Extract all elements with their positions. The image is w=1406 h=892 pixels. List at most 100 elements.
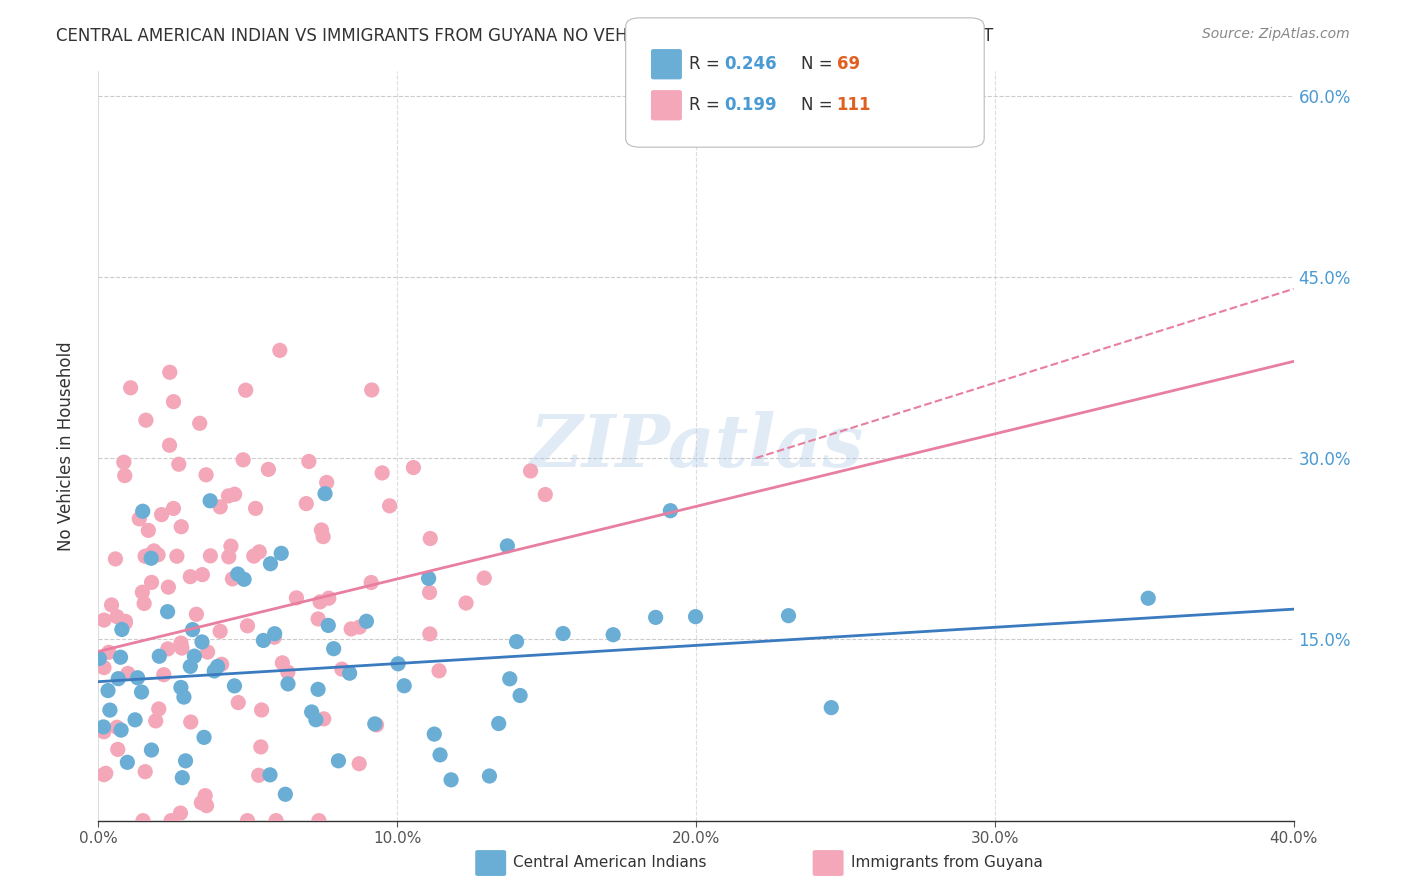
Point bbox=[349, 620, 371, 634]
Point bbox=[315, 475, 337, 490]
Point bbox=[312, 530, 335, 544]
Point bbox=[419, 585, 441, 599]
Point bbox=[104, 552, 127, 566]
Point bbox=[181, 623, 204, 637]
Point bbox=[270, 546, 292, 560]
Text: 0.199: 0.199 bbox=[724, 96, 776, 114]
Text: ZIPatlas: ZIPatlas bbox=[529, 410, 863, 482]
Point bbox=[141, 743, 163, 757]
Point bbox=[295, 497, 318, 511]
Text: 0.246: 0.246 bbox=[724, 55, 776, 73]
Point bbox=[685, 609, 707, 624]
Point bbox=[232, 452, 254, 467]
Point bbox=[519, 464, 541, 478]
Point bbox=[226, 696, 249, 710]
Point bbox=[170, 681, 193, 695]
Point bbox=[194, 789, 217, 803]
Point bbox=[100, 598, 122, 612]
Point bbox=[259, 557, 281, 571]
Point bbox=[190, 796, 212, 810]
Text: Source: ZipAtlas.com: Source: ZipAtlas.com bbox=[1202, 27, 1350, 41]
Point bbox=[146, 548, 169, 562]
Point bbox=[114, 468, 136, 483]
Point bbox=[136, 524, 159, 538]
Text: N =: N = bbox=[801, 55, 838, 73]
Point bbox=[131, 585, 153, 599]
Point bbox=[472, 571, 495, 585]
Point bbox=[152, 667, 174, 681]
Point bbox=[224, 679, 246, 693]
Point bbox=[218, 549, 240, 564]
Point bbox=[134, 597, 156, 611]
Point bbox=[124, 713, 146, 727]
Point bbox=[274, 787, 297, 801]
Point bbox=[366, 718, 388, 732]
Point bbox=[134, 764, 156, 779]
Point bbox=[112, 455, 135, 469]
Point bbox=[236, 814, 259, 828]
Point bbox=[285, 591, 308, 605]
Text: CENTRAL AMERICAN INDIAN VS IMMIGRANTS FROM GUYANA NO VEHICLES IN HOUSEHOLD CORRE: CENTRAL AMERICAN INDIAN VS IMMIGRANTS FR… bbox=[56, 27, 994, 45]
Point bbox=[150, 508, 173, 522]
Point bbox=[233, 572, 256, 586]
Point bbox=[356, 615, 378, 629]
Point bbox=[347, 756, 370, 771]
Point bbox=[269, 343, 291, 358]
Point bbox=[145, 714, 167, 728]
Point bbox=[157, 580, 180, 594]
Point bbox=[170, 519, 193, 533]
Point bbox=[191, 635, 214, 649]
Point bbox=[305, 713, 328, 727]
Point bbox=[419, 627, 441, 641]
Point bbox=[191, 567, 214, 582]
Point bbox=[180, 714, 202, 729]
Point bbox=[173, 690, 195, 704]
Point bbox=[419, 532, 441, 546]
Point bbox=[322, 641, 344, 656]
Point bbox=[454, 596, 477, 610]
Point bbox=[169, 806, 191, 821]
Point bbox=[188, 417, 211, 431]
Text: N =: N = bbox=[801, 96, 838, 114]
Point bbox=[378, 499, 401, 513]
Point bbox=[308, 814, 330, 828]
Text: R =: R = bbox=[689, 96, 725, 114]
Point bbox=[128, 512, 150, 526]
Point bbox=[193, 731, 215, 745]
Text: 69: 69 bbox=[837, 55, 859, 73]
Point bbox=[307, 612, 329, 626]
Point bbox=[195, 798, 218, 813]
Point bbox=[117, 756, 139, 770]
Point bbox=[402, 460, 425, 475]
Point bbox=[277, 665, 299, 680]
Point bbox=[111, 623, 134, 637]
Point bbox=[250, 703, 273, 717]
Point bbox=[250, 739, 273, 754]
Point bbox=[156, 641, 179, 656]
Point bbox=[197, 645, 219, 659]
Point bbox=[387, 657, 409, 671]
Point bbox=[179, 569, 201, 583]
Point bbox=[602, 628, 624, 642]
Point bbox=[89, 651, 111, 665]
Point bbox=[311, 523, 333, 537]
Point bbox=[534, 487, 557, 501]
Point bbox=[159, 365, 181, 379]
Point bbox=[263, 626, 285, 640]
Point bbox=[257, 462, 280, 476]
Point bbox=[200, 549, 222, 563]
Point bbox=[423, 727, 446, 741]
Point bbox=[162, 394, 184, 409]
Point bbox=[94, 766, 117, 780]
Point bbox=[107, 742, 129, 756]
Point bbox=[98, 703, 121, 717]
Point bbox=[221, 572, 243, 586]
Point bbox=[162, 501, 184, 516]
Point bbox=[141, 575, 163, 590]
Point bbox=[247, 545, 270, 559]
Point bbox=[264, 814, 287, 828]
Point bbox=[488, 716, 510, 731]
Point bbox=[114, 615, 136, 630]
Point bbox=[131, 504, 153, 518]
Point bbox=[659, 504, 682, 518]
